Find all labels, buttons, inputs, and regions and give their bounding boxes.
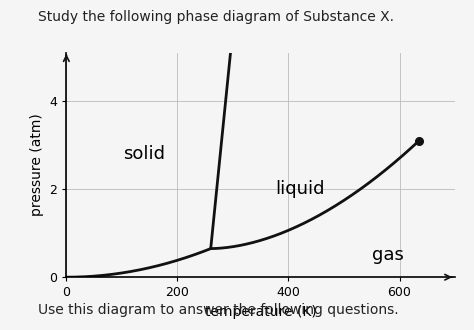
Text: Use this diagram to answer the following questions.: Use this diagram to answer the following… <box>38 303 399 317</box>
X-axis label: temperature (K): temperature (K) <box>205 305 317 319</box>
Y-axis label: pressure (atm): pressure (atm) <box>30 114 44 216</box>
Text: Study the following phase diagram of Substance X.: Study the following phase diagram of Sub… <box>38 10 394 24</box>
Text: solid: solid <box>123 145 165 163</box>
Text: gas: gas <box>373 246 404 264</box>
Text: liquid: liquid <box>275 180 324 198</box>
